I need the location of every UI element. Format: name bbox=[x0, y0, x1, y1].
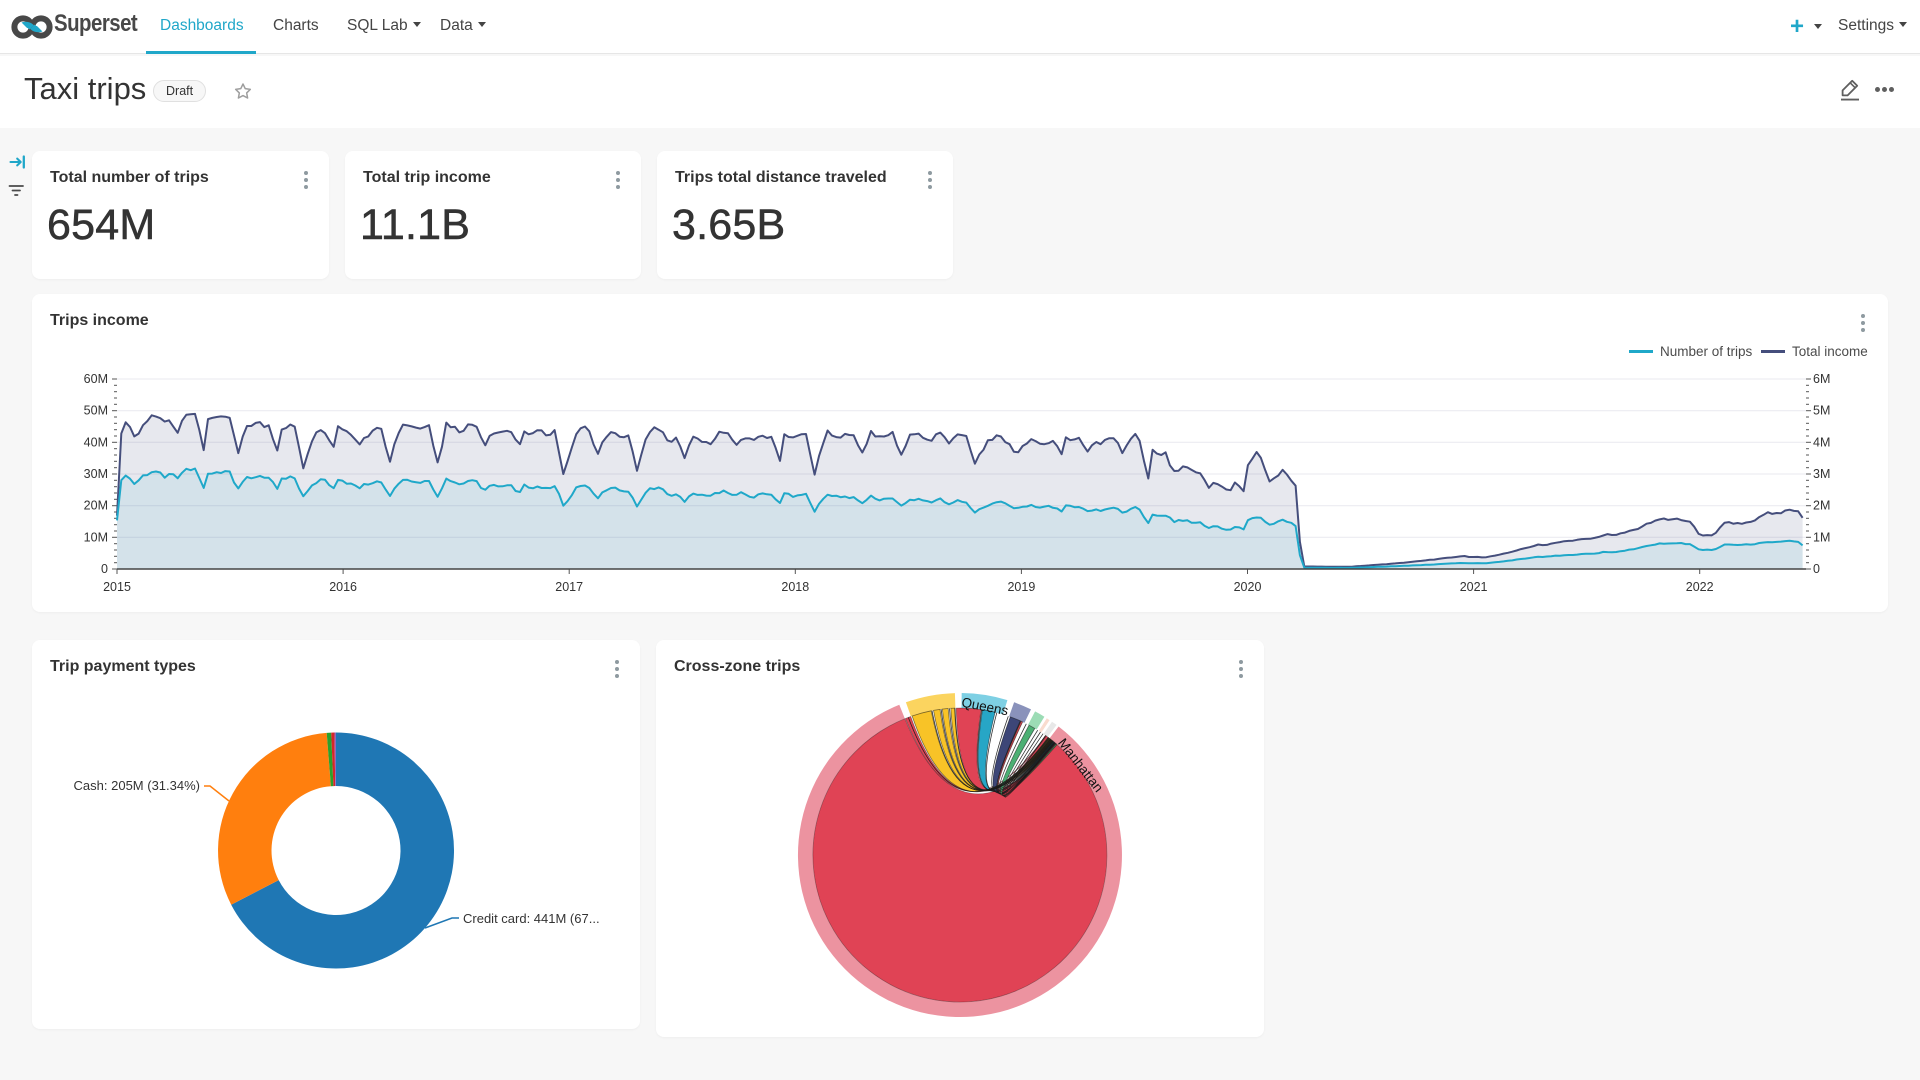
svg-text:20M: 20M bbox=[84, 499, 108, 513]
svg-text:40M: 40M bbox=[84, 435, 108, 449]
svg-text:Credit card: 441M (67...: Credit card: 441M (67... bbox=[463, 911, 600, 926]
svg-text:2018: 2018 bbox=[781, 580, 809, 594]
svg-text:0: 0 bbox=[101, 562, 108, 576]
svg-text:2017: 2017 bbox=[555, 580, 583, 594]
svg-text:Total income: Total income bbox=[1792, 344, 1868, 359]
svg-text:Cash: 205M (31.34%): Cash: 205M (31.34%) bbox=[74, 778, 200, 793]
svg-text:0: 0 bbox=[1813, 562, 1820, 576]
svg-text:50M: 50M bbox=[84, 404, 108, 418]
svg-text:2020: 2020 bbox=[1234, 580, 1262, 594]
svg-text:Number of trips: Number of trips bbox=[1660, 344, 1753, 359]
svg-text:2019: 2019 bbox=[1007, 580, 1035, 594]
svg-text:5M: 5M bbox=[1813, 404, 1830, 418]
svg-text:2M: 2M bbox=[1813, 499, 1830, 513]
svg-text:2021: 2021 bbox=[1460, 580, 1488, 594]
svg-text:3M: 3M bbox=[1813, 467, 1830, 481]
svg-text:2016: 2016 bbox=[329, 580, 357, 594]
svg-text:60M: 60M bbox=[84, 372, 108, 386]
svg-text:4M: 4M bbox=[1813, 435, 1830, 449]
svg-text:2022: 2022 bbox=[1686, 580, 1714, 594]
svg-text:1M: 1M bbox=[1813, 530, 1830, 544]
svg-text:30M: 30M bbox=[84, 467, 108, 481]
svg-text:10M: 10M bbox=[84, 530, 108, 544]
svg-text:2015: 2015 bbox=[103, 580, 131, 594]
svg-text:6M: 6M bbox=[1813, 372, 1830, 386]
